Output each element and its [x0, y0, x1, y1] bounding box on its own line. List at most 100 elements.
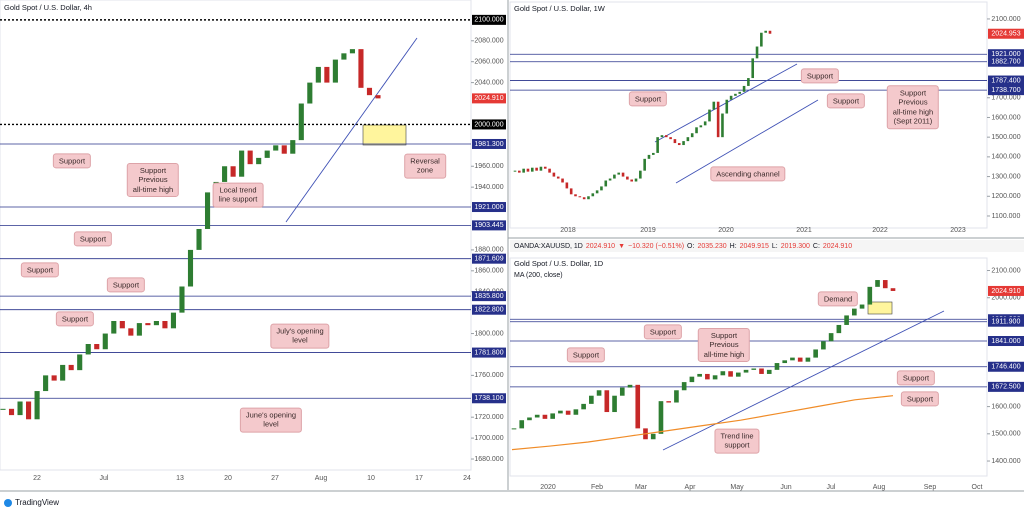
- annotation: Support: [55, 311, 95, 327]
- candle: [805, 357, 811, 362]
- candle: [619, 387, 625, 396]
- x-tick-label: 2020: [540, 484, 556, 491]
- candle: [634, 178, 638, 182]
- y-tick-label: 1700.000: [474, 435, 503, 442]
- candle: [764, 30, 767, 33]
- candle: [558, 410, 563, 414]
- candle: [705, 373, 710, 380]
- candle: [230, 166, 236, 177]
- candle: [813, 349, 818, 358]
- candle: [774, 363, 780, 370]
- candle: [635, 384, 641, 429]
- price-label: 2024.953: [991, 31, 1020, 38]
- candle: [548, 168, 551, 173]
- candle: [729, 95, 733, 100]
- candle: [552, 172, 556, 177]
- candle: [658, 401, 664, 434]
- level-tag: [472, 119, 506, 130]
- zone: [867, 301, 893, 315]
- level-tag: [988, 381, 1024, 392]
- candle: [565, 410, 571, 415]
- x-tick-label: Sep: [924, 484, 937, 491]
- candle: [550, 413, 555, 419]
- candle: [196, 228, 202, 250]
- candle: [716, 101, 720, 138]
- candle: [513, 170, 517, 172]
- y-tick-label: 1800.000: [474, 330, 503, 337]
- level-tag: [988, 85, 1024, 96]
- level-tag: [472, 202, 506, 213]
- candle: [574, 194, 577, 197]
- trend-line: [675, 99, 819, 184]
- candle: [766, 369, 772, 374]
- zone: [362, 124, 407, 146]
- candle: [281, 145, 287, 154]
- candle: [639, 170, 642, 179]
- candle: [703, 121, 707, 126]
- candle: [890, 288, 896, 291]
- y-tick-label: 2100.000: [991, 267, 1020, 274]
- header-item: L:: [772, 243, 778, 250]
- candle: [734, 93, 737, 96]
- candle: [647, 154, 651, 159]
- x-tick-label: Jul: [827, 484, 836, 491]
- candle: [34, 391, 40, 420]
- price-tag: [472, 93, 506, 104]
- annotation: Ascending channel: [710, 166, 786, 182]
- candle: [600, 186, 603, 191]
- level-tag: [472, 347, 506, 358]
- candle: [712, 375, 718, 380]
- candle: [0, 408, 6, 410]
- candle: [699, 125, 703, 128]
- level-label: 1738.700: [991, 87, 1020, 94]
- candle: [519, 420, 525, 429]
- candle: [682, 141, 685, 146]
- candle: [621, 172, 625, 177]
- candle: [652, 152, 655, 155]
- y-tick-label: 1600.000: [991, 403, 1020, 410]
- x-tick-label: 24: [463, 475, 471, 482]
- x-tick-label: 22: [33, 475, 41, 482]
- candle: [627, 384, 633, 388]
- level-label: 1911.900: [992, 319, 1021, 326]
- x-tick-label: Mar: [635, 484, 648, 491]
- y-tick-label: 1500.000: [991, 431, 1020, 438]
- candle: [695, 127, 698, 134]
- candle: [375, 95, 381, 99]
- x-tick-label: 10: [367, 475, 375, 482]
- annotation: Demand: [817, 291, 859, 307]
- level-tag: [472, 14, 506, 25]
- level-tag: [472, 393, 506, 404]
- candle: [522, 168, 525, 173]
- y-tick-label: 2100.000: [991, 16, 1020, 23]
- candle: [511, 428, 517, 430]
- level-label: 1781.800: [474, 349, 503, 356]
- y-tick-label: 1680.000: [474, 456, 503, 463]
- candle: [128, 328, 134, 336]
- candle: [222, 166, 228, 182]
- x-tick-label: Feb: [591, 484, 603, 491]
- level-label: 1672.500: [991, 384, 1020, 391]
- level-tag: [988, 56, 1024, 67]
- x-tick-label: Oct: [972, 484, 983, 491]
- price-label: 2024.910: [474, 95, 503, 102]
- candle: [341, 53, 347, 60]
- y-tick-label: 1700.000: [991, 95, 1020, 102]
- candle: [735, 372, 741, 377]
- candle: [153, 321, 159, 326]
- candle: [349, 49, 355, 54]
- candle: [790, 357, 795, 361]
- candle: [720, 371, 726, 376]
- annotation: Support Previous all-time high: [126, 162, 180, 198]
- candle: [712, 101, 716, 110]
- candle: [751, 368, 757, 370]
- level-label: 1738.100: [474, 395, 503, 402]
- candle: [613, 174, 616, 179]
- candle: [617, 172, 621, 175]
- y-tick-label: 1960.000: [474, 163, 503, 170]
- candle: [591, 193, 595, 197]
- candle: [612, 395, 617, 413]
- level-label: 1921.000: [474, 204, 503, 211]
- annotation: Trend line support: [714, 428, 760, 454]
